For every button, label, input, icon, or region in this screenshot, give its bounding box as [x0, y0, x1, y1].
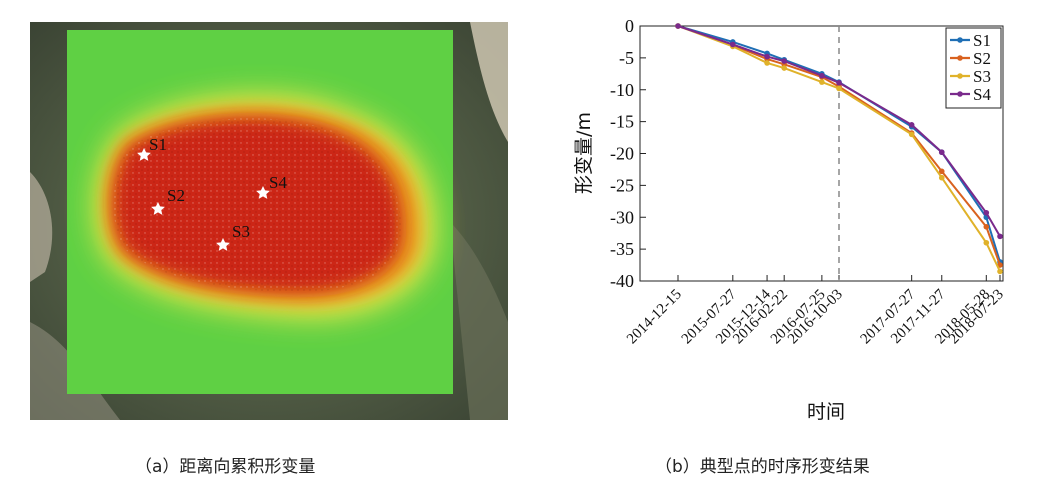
- y-tick-label: -25: [610, 175, 634, 195]
- series-line-s2: [677, 25, 1001, 266]
- terrain-patch: [450, 222, 508, 420]
- data-point: [938, 174, 945, 181]
- data-point: [781, 58, 787, 64]
- legend-marker: [957, 37, 963, 43]
- legend-label: S1: [973, 31, 991, 50]
- star-marker-s4: [256, 186, 270, 199]
- series-s3: [675, 23, 1003, 275]
- data-point: [983, 209, 990, 216]
- star-label-s3: S3: [232, 222, 250, 241]
- legend-label: S3: [973, 67, 991, 86]
- data-point: [836, 79, 842, 86]
- star-marker-s1: [137, 148, 151, 161]
- y-axis: 0 -5 -10 -15 -20 -25 -30 -35 -40: [610, 16, 646, 291]
- star-marker-s2: [151, 202, 165, 215]
- data-point: [764, 53, 770, 60]
- series-line-s1: [677, 25, 1001, 263]
- legend-label: S4: [973, 85, 991, 104]
- legend-marker: [957, 55, 963, 61]
- star-label-s2: S2: [167, 186, 185, 205]
- data-point: [938, 149, 945, 156]
- star-marker-s3: [216, 238, 230, 251]
- y-tick-label: -5: [619, 48, 634, 68]
- data-point: [997, 233, 1003, 240]
- y-tick-label: 0: [625, 16, 634, 36]
- y-tick-label: -40: [610, 271, 634, 291]
- deformation-texture: [113, 118, 401, 293]
- data-point: [836, 85, 842, 92]
- data-point: [675, 23, 681, 29]
- point-s3: S3: [216, 222, 250, 251]
- series-s4: [675, 23, 1003, 240]
- x-tick-label: 2014-12-15: [624, 287, 685, 348]
- series-layer: [675, 23, 1003, 281]
- timeseries-chart: 0 -5 -10 -15 -20 -25 -30 -35 -40 2014-12-152015-…: [573, 16, 1007, 423]
- caption-panel-b: （b）典型点的时序形变结果: [655, 457, 870, 477]
- legend-label: S2: [973, 49, 991, 68]
- x-axis: 2014-12-152015-07-272015-12-142016-02-22…: [624, 275, 1007, 347]
- series-line-s4: [677, 25, 1001, 237]
- data-point: [938, 168, 945, 175]
- point-s1: S1: [137, 135, 167, 161]
- data-point: [997, 268, 1003, 275]
- deformation-map-panel: S1 S2 S3 S4: [30, 22, 508, 420]
- y-tick-label: -20: [610, 144, 634, 164]
- data-point: [908, 122, 915, 128]
- data-point: [908, 131, 915, 138]
- data-point: [819, 79, 825, 85]
- y-tick-label: -30: [610, 207, 634, 227]
- terrain-patch: [470, 22, 508, 142]
- data-point: [781, 65, 787, 71]
- data-point: [983, 239, 990, 246]
- point-s2: S2: [151, 186, 185, 215]
- star-label-s4: S4: [269, 173, 287, 192]
- timeseries-chart-panel: 0 -5 -10 -15 -20 -25 -30 -35 -40 2014-12-15 2015-…: [560, 0, 1060, 430]
- data-point: [983, 224, 990, 230]
- x-axis-title: 时间: [807, 401, 845, 423]
- data-point: [730, 41, 736, 48]
- deformation-map: S1 S2 S3 S4: [30, 22, 508, 420]
- y-axis-title: 形变量/m: [573, 112, 595, 194]
- series-line-s3: [677, 25, 1001, 272]
- star-label-s1: S1: [149, 135, 167, 154]
- legend-marker: [957, 91, 963, 97]
- y-tick-label: -10: [610, 80, 634, 100]
- data-point: [764, 60, 770, 66]
- terrain-patch: [30, 172, 53, 282]
- point-s4: S4: [256, 173, 287, 199]
- y-tick-label: -35: [610, 239, 634, 259]
- legend-marker: [957, 73, 963, 79]
- y-tick-label: -15: [610, 112, 634, 132]
- caption-panel-a: （a）距离向累积形变量: [135, 457, 316, 477]
- data-point: [819, 72, 825, 79]
